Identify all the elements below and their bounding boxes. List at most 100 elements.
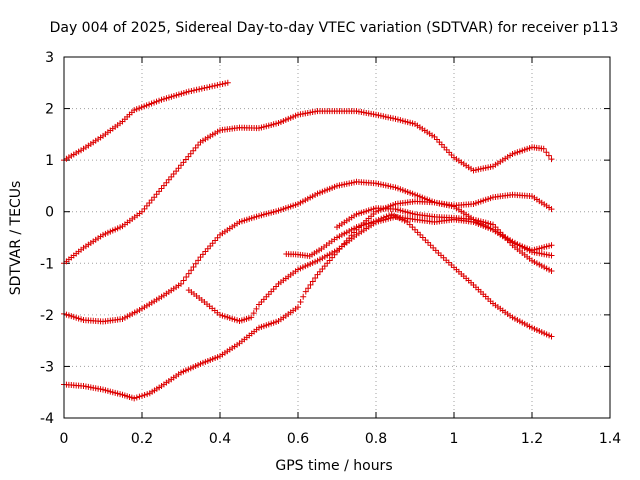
y-tick-label: -1 [40, 256, 54, 272]
data-point [253, 305, 260, 312]
data-point [312, 275, 319, 282]
series-track-7 [334, 205, 555, 275]
data-point [425, 239, 431, 246]
data-point [224, 79, 231, 86]
series-track-1 [61, 79, 231, 164]
series-track-4 [61, 198, 555, 402]
chart-title: Day 004 of 2025, Sidereal Day-to-day VTE… [50, 20, 619, 36]
data-point [373, 217, 379, 224]
data-point [406, 221, 413, 228]
x-tick-label: 0 [60, 431, 69, 447]
data-point [545, 152, 552, 159]
data-point [131, 395, 138, 402]
data-point [375, 216, 382, 223]
data-point [393, 213, 400, 220]
data-point [190, 263, 197, 270]
data-point [383, 213, 390, 220]
data-point [307, 281, 314, 288]
data-point [144, 391, 151, 398]
data-point [380, 214, 387, 221]
data-point [548, 268, 555, 275]
y-tick-label: 3 [45, 50, 54, 66]
y-tick-label: -3 [40, 359, 54, 375]
y-axis-label: SDTVAR / TECUs [8, 181, 24, 296]
data-point [404, 219, 411, 226]
data-point [191, 87, 197, 94]
data-point [219, 80, 226, 87]
x-tick-label: 1.4 [599, 431, 621, 447]
data-point [139, 392, 145, 399]
data-point [414, 229, 421, 236]
data-point [188, 87, 195, 94]
y-tick-label: 0 [45, 205, 54, 221]
data-point [401, 217, 408, 224]
data-point [543, 149, 550, 156]
data-point [250, 310, 257, 317]
data-point [193, 86, 200, 93]
data-point [302, 288, 309, 295]
x-tick-label: 0.8 [365, 431, 387, 447]
series-track-5 [185, 213, 555, 325]
plot-frame [63, 56, 611, 419]
data-point [386, 212, 392, 219]
x-tick-label: 1.2 [521, 431, 543, 447]
data-point [222, 80, 229, 87]
y-tick-label: 1 [45, 153, 54, 169]
data-point [305, 285, 312, 292]
data-point [185, 270, 192, 277]
data-point [309, 278, 316, 285]
data-point [432, 247, 439, 254]
data-point [300, 293, 307, 300]
data-point [548, 252, 555, 259]
y-tick-label: 2 [45, 102, 54, 118]
x-tick-label: 1 [450, 431, 459, 447]
data-point [399, 216, 405, 223]
data-marks [61, 79, 555, 402]
y-tick-label: -2 [40, 308, 54, 324]
data-point [214, 82, 221, 89]
data-point [206, 83, 213, 90]
data-point [217, 81, 223, 88]
x-axis-label: GPS time / hours [275, 458, 392, 474]
data-point [396, 215, 403, 222]
data-point [548, 333, 555, 340]
data-point [419, 234, 426, 241]
data-point [427, 242, 434, 249]
x-tick-label: 0.6 [287, 431, 309, 447]
data-point [548, 206, 555, 213]
x-tick-label: 0.4 [209, 431, 231, 447]
data-point [548, 242, 555, 249]
data-point [192, 260, 199, 267]
series-track-3 [61, 178, 555, 325]
data-point [540, 145, 547, 152]
data-point [201, 85, 208, 92]
data-point [248, 314, 255, 321]
data-point [409, 224, 416, 231]
data-point [196, 86, 203, 93]
data-point [136, 393, 143, 400]
data-point [180, 277, 187, 284]
data-point [417, 231, 424, 238]
data-point [422, 237, 429, 244]
data-point [430, 244, 437, 251]
data-point [295, 304, 301, 311]
series-track-2 [61, 108, 555, 267]
data-point [209, 83, 216, 90]
data-point [204, 84, 210, 91]
data-point [178, 280, 184, 287]
data-point [412, 226, 418, 233]
x-tick-label: 0.2 [131, 431, 153, 447]
data-point [297, 298, 304, 305]
data-point [195, 257, 202, 264]
y-tick-label: -4 [40, 411, 54, 427]
data-point [388, 211, 395, 218]
data-point [211, 82, 218, 89]
data-point [183, 274, 190, 281]
data-point [391, 212, 398, 219]
data-point [185, 88, 192, 95]
data-point [133, 394, 140, 401]
data-point [548, 156, 555, 163]
data-point [378, 215, 385, 222]
data-point [188, 267, 195, 274]
